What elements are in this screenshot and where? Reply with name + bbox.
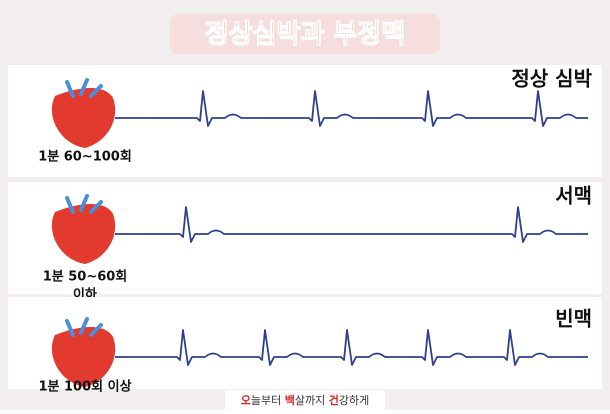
ecg-line bbox=[115, 90, 588, 127]
heart-vessels bbox=[65, 317, 103, 337]
footer-part: 백 bbox=[285, 393, 295, 407]
footer-part: 살까지 bbox=[295, 394, 329, 407]
ecg-line bbox=[115, 206, 588, 243]
heart-icon bbox=[51, 327, 116, 387]
panel-label: 정상 심박 bbox=[511, 67, 592, 91]
footer-part: 오 bbox=[241, 394, 251, 407]
footer: 오늘부터 백살까지 건강하게 bbox=[241, 393, 369, 407]
rate-text: 1분 100회 이상 bbox=[38, 379, 131, 395]
heart-vessels bbox=[65, 194, 103, 214]
footer-part: 강하게 bbox=[339, 393, 369, 407]
title: 정상심박과 부정맥 bbox=[205, 20, 405, 50]
panel-label: 빈맥 bbox=[555, 307, 592, 331]
ecg-line bbox=[115, 329, 588, 366]
panel-label: 서맥 bbox=[555, 184, 592, 208]
footer-part: 건 bbox=[329, 393, 339, 407]
heart-icon bbox=[51, 88, 116, 148]
rate-text: 1분 60~100회 bbox=[38, 149, 132, 165]
heart-vessels bbox=[65, 78, 103, 98]
title-box bbox=[170, 14, 440, 54]
rate-text: 1분 50~60회 bbox=[43, 269, 128, 285]
heart-icon bbox=[51, 204, 116, 264]
footer-part: 늘부터 bbox=[251, 394, 285, 407]
footer-box bbox=[225, 390, 385, 410]
